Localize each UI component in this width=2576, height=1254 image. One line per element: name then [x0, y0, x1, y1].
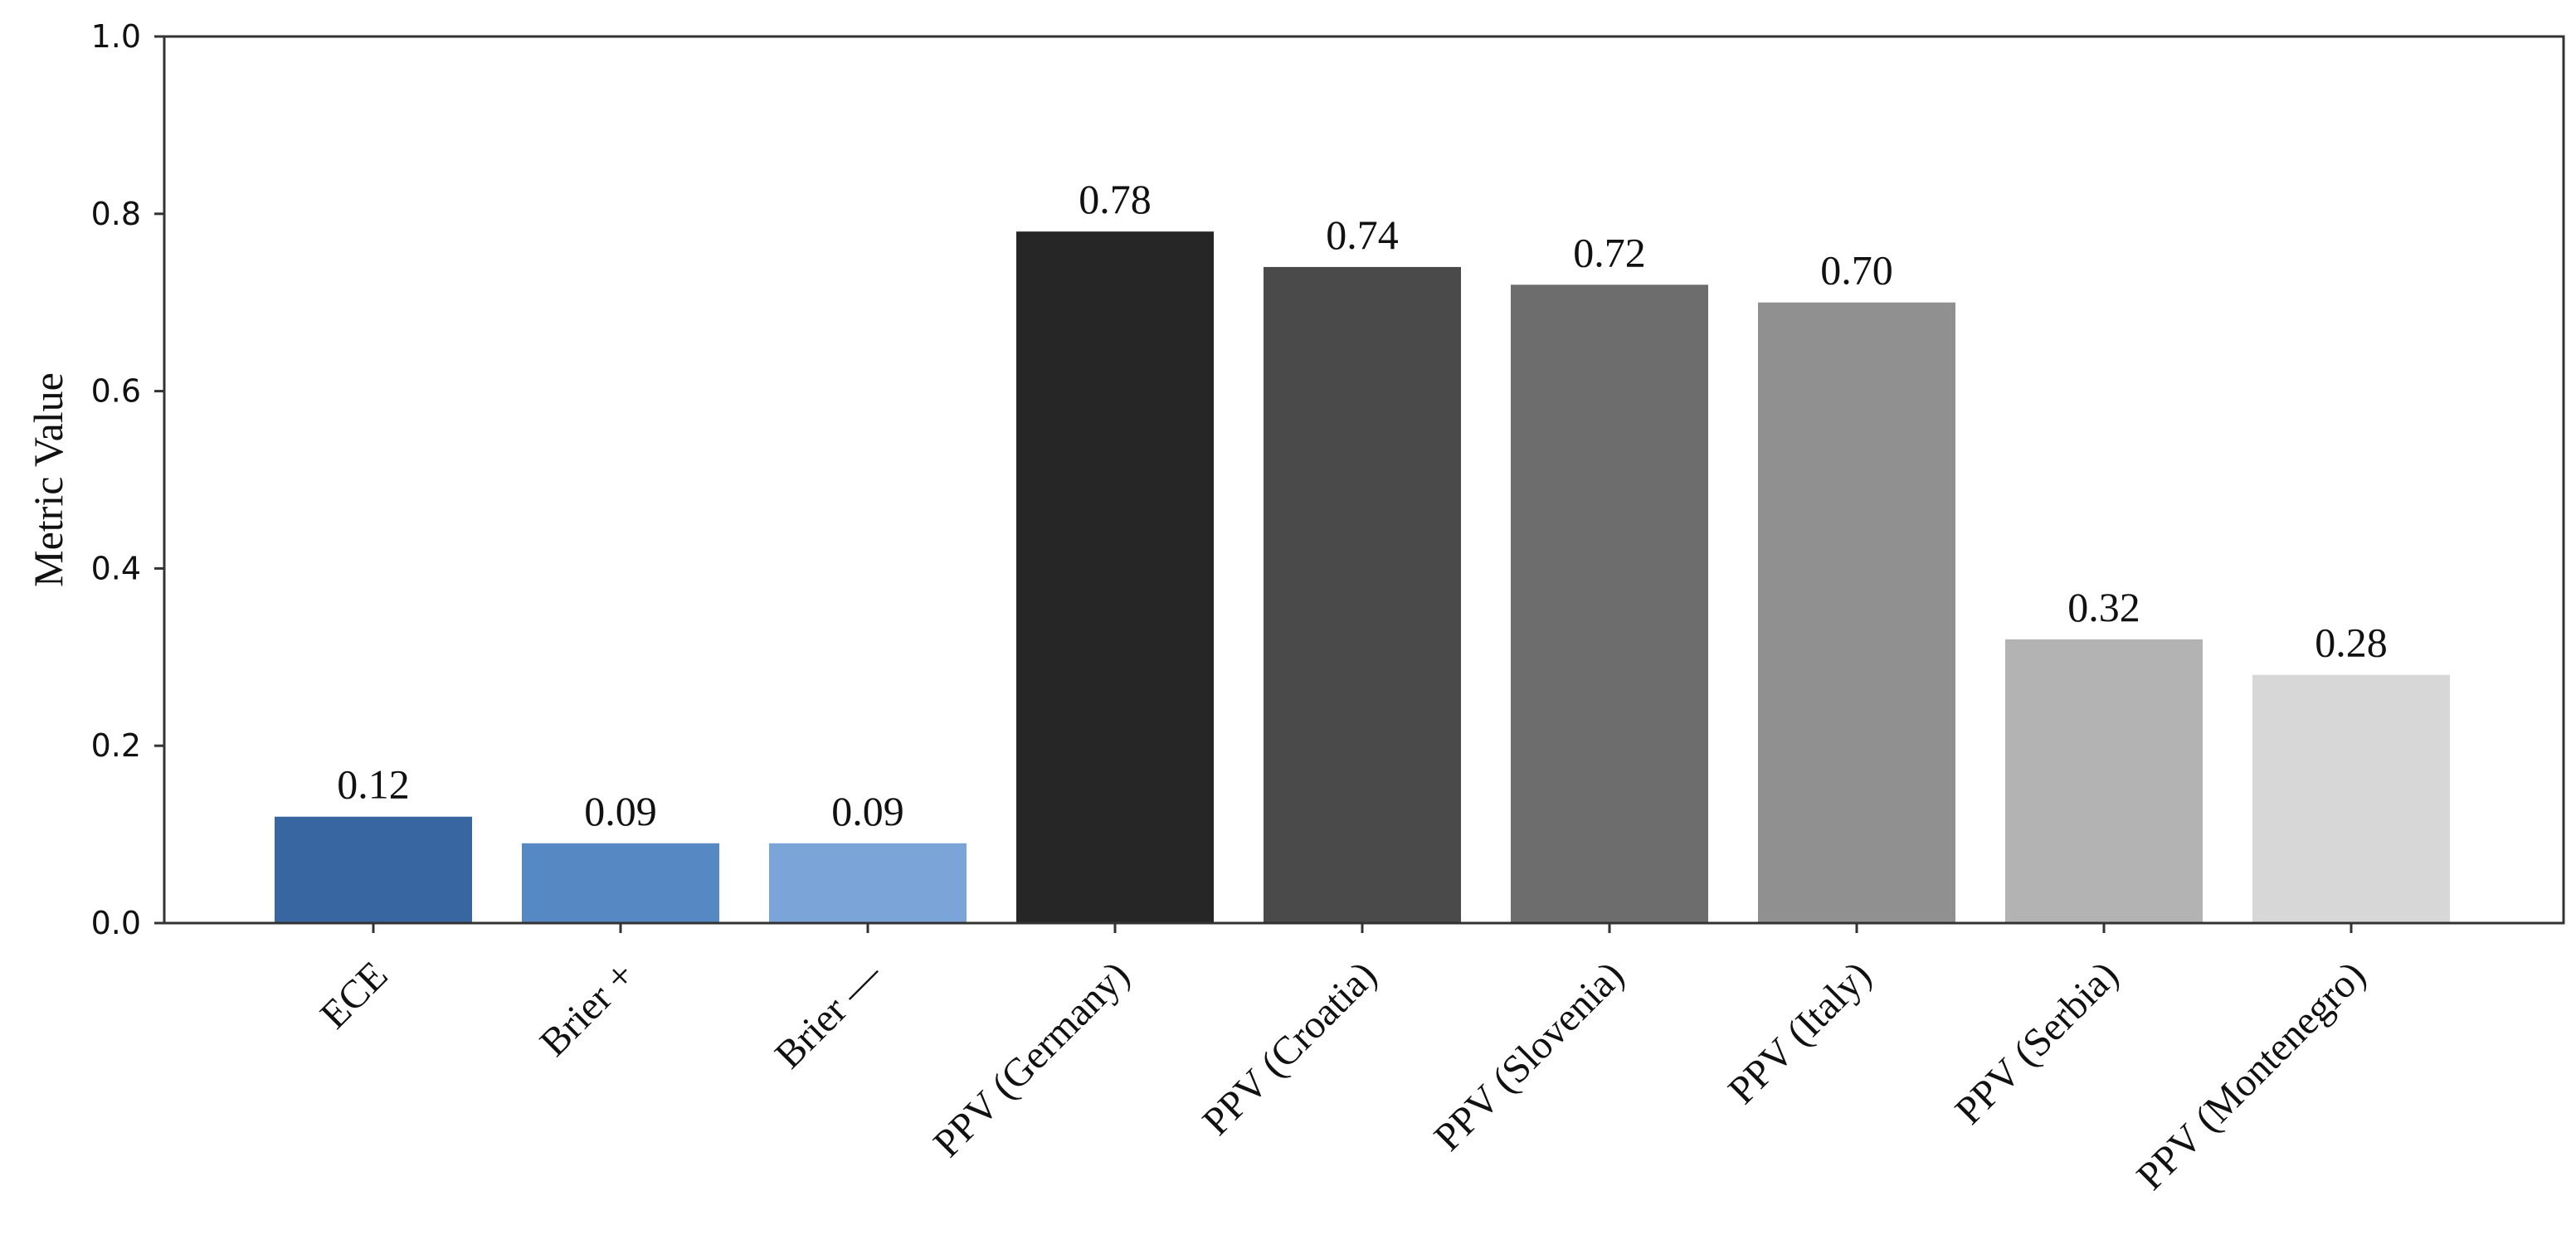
bars-layer [275, 231, 2450, 923]
x-tick-label-7: PPV (Serbia) [1947, 953, 2127, 1133]
y-axis: 0.0 0.2 0.4 0.6 0.8 1.0 [91, 18, 164, 941]
bar-5 [1511, 284, 1708, 923]
x-tick-label-4: PPV (Croatia) [1194, 953, 1385, 1144]
bar-1 [522, 843, 719, 923]
value-label-1: 0.09 [584, 788, 657, 834]
x-tick-label-0: ECE [312, 953, 397, 1038]
value-label-0: 0.12 [337, 761, 410, 808]
value-label-3: 0.78 [1079, 176, 1152, 222]
value-labels-layer: 0.12 0.09 0.09 0.78 0.74 0.72 0.70 0.32 0.28 [337, 176, 2388, 834]
y-tick-label-2: 0.4 [91, 550, 141, 586]
x-axis: ECE Brier + Brier — PPV (Germany) PPV (Croat… [312, 923, 2374, 1198]
y-tick-label-1: 0.2 [91, 727, 141, 764]
x-tick-label-6: PPV (Italy) [1720, 953, 1879, 1112]
y-tick-label-0: 0.0 [91, 905, 141, 941]
value-label-8: 0.28 [2315, 620, 2388, 666]
bar-2 [769, 843, 967, 923]
bar-3 [1016, 231, 1214, 923]
x-tick-label-1: Brier + [532, 953, 644, 1065]
value-label-6: 0.70 [1820, 247, 1893, 294]
bar-6 [1758, 302, 1955, 923]
bar-7 [2005, 639, 2203, 923]
x-tick-label-8: PPV (Montenegro) [2128, 953, 2374, 1198]
value-label-2: 0.09 [831, 788, 904, 834]
y-tick-label-4: 0.8 [91, 196, 141, 232]
plot-frame [163, 35, 2565, 925]
y-axis-title: Metric Value [25, 372, 71, 587]
value-label-4: 0.74 [1326, 211, 1399, 258]
bar-8 [2252, 674, 2450, 923]
value-label-5: 0.72 [1573, 229, 1646, 275]
y-tick-label-5: 1.0 [91, 18, 141, 55]
y-tick-label-3: 0.6 [91, 373, 141, 410]
bar-0 [275, 816, 472, 923]
bar-4 [1264, 266, 1461, 923]
x-tick-label-3: PPV (Germany) [925, 953, 1138, 1166]
x-tick-label-2: Brier — [767, 952, 891, 1077]
x-tick-label-5: PPV (Slovenia) [1426, 953, 1633, 1159]
value-label-7: 0.32 [2067, 584, 2140, 630]
